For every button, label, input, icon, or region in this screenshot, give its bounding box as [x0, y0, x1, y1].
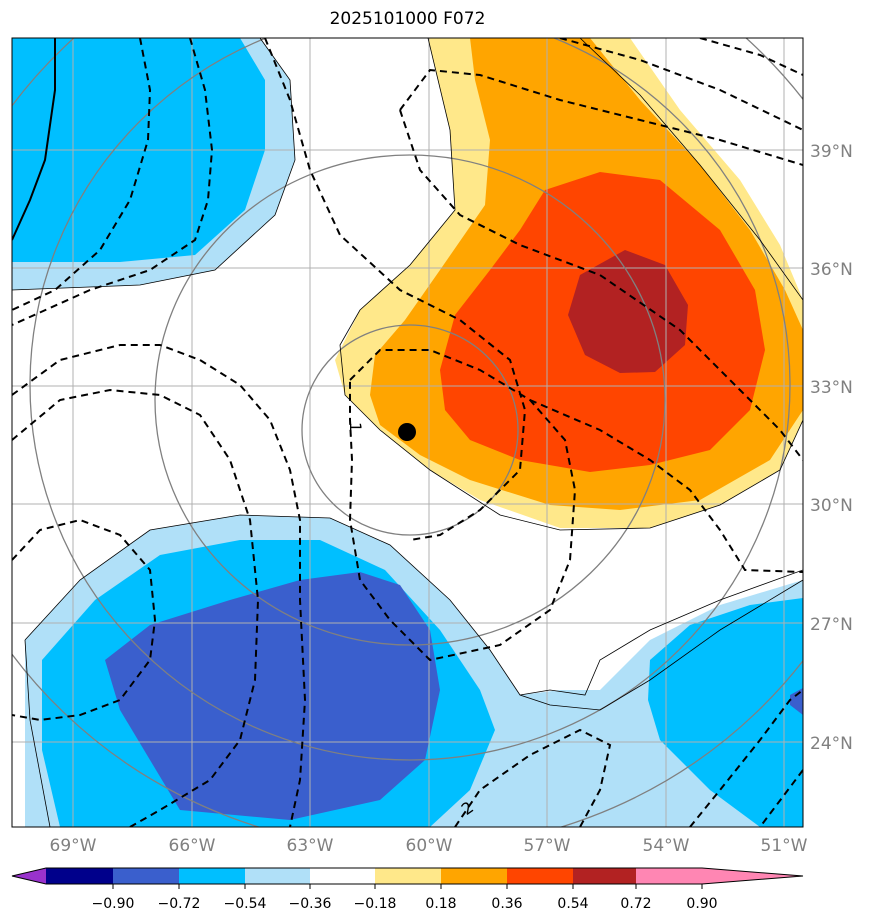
- lat-label: 27°N: [810, 615, 853, 635]
- colorbar-extend-low: [12, 868, 46, 884]
- lon-label: 63°W: [287, 836, 334, 856]
- colorbar-tick-label: 0.54: [557, 896, 588, 912]
- colorbar-tick-label: 0.72: [620, 896, 651, 912]
- colorbar-segment: [179, 868, 245, 884]
- colorbar-outline: [11, 867, 804, 885]
- contour-label-1: 1: [346, 422, 365, 432]
- colorbar-segment: [636, 868, 702, 884]
- colorbar-tick-label: 0.36: [491, 896, 522, 912]
- colorbar-segment: [507, 868, 573, 884]
- lon-label: 51°W: [761, 836, 808, 856]
- anomaly-outlines: [12, 38, 803, 827]
- colorbar-tick-label: −0.90: [92, 896, 135, 912]
- lon-label: 69°W: [50, 836, 97, 856]
- colorbar-tick-label: 0.90: [686, 896, 717, 912]
- storm-center-marker: [398, 423, 416, 441]
- map-title: 2025101000 F072: [329, 9, 486, 29]
- range-rings: [12, 38, 803, 827]
- lon-label: 57°W: [524, 836, 571, 856]
- lat-label: 36°N: [810, 260, 853, 280]
- solid-contour: [12, 38, 56, 241]
- lat-label: 30°N: [810, 496, 853, 516]
- colorbar-segment: [113, 868, 179, 884]
- lat-label: 33°N: [810, 378, 853, 398]
- lat-label: 39°N: [810, 142, 853, 162]
- colorbar-segment: [573, 868, 636, 884]
- lon-label: 60°W: [406, 836, 453, 856]
- colorbar-tick-label: −0.54: [224, 896, 267, 912]
- colorbar-segment: [441, 868, 507, 884]
- positive-anomaly-east: [335, 38, 803, 528]
- colorbar-segment: [310, 868, 375, 884]
- colorbar-tick-label: −0.36: [289, 896, 332, 912]
- map-frame: [11, 37, 804, 828]
- colorbar-tick-label: −0.72: [158, 896, 201, 912]
- lon-label: 66°W: [169, 836, 216, 856]
- colorbar-extend-high: [702, 868, 803, 884]
- colorbar-tick-label: 0.18: [425, 896, 456, 912]
- colorbar-segment: [245, 868, 310, 884]
- colorbar-segment: [46, 868, 113, 884]
- lon-label: 54°W: [643, 836, 690, 856]
- colorbar-tick-label: −0.18: [354, 896, 397, 912]
- graticule: [12, 38, 803, 827]
- dashed-contours: [12, 38, 803, 827]
- colorbar-segment: [375, 868, 441, 884]
- lat-label: 24°N: [810, 734, 853, 754]
- negative-anomaly-southwest: [25, 515, 803, 827]
- colorbar: −0.90 −0.72 −0.54 −0.36 −0.18 0.18 0.36 …: [11, 867, 804, 912]
